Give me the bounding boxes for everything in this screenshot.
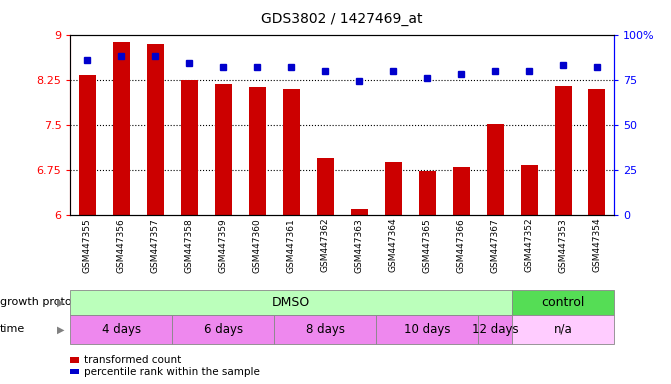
Bar	[249, 87, 266, 215]
Bar	[384, 162, 402, 215]
Bar	[215, 84, 231, 215]
Bar	[181, 80, 198, 215]
Text: growth protocol: growth protocol	[0, 297, 88, 308]
Bar	[79, 76, 96, 215]
Text: 10 days: 10 days	[404, 323, 450, 336]
Bar	[486, 124, 503, 215]
Text: 6 days: 6 days	[204, 323, 243, 336]
Bar	[317, 158, 333, 215]
Text: DMSO: DMSO	[272, 296, 311, 309]
Bar	[282, 89, 300, 215]
Text: 8 days: 8 days	[306, 323, 345, 336]
Bar	[521, 164, 537, 215]
Bar	[147, 44, 164, 215]
Bar	[419, 170, 435, 215]
Text: percentile rank within the sample: percentile rank within the sample	[84, 366, 260, 377]
Bar	[351, 209, 368, 215]
Text: ▶: ▶	[56, 297, 64, 308]
Bar	[554, 86, 572, 215]
Text: 12 days: 12 days	[472, 323, 519, 336]
Text: ▶: ▶	[56, 324, 64, 334]
Bar	[113, 42, 130, 215]
Bar	[588, 89, 605, 215]
Text: control: control	[541, 296, 584, 309]
Text: n/a: n/a	[554, 323, 572, 336]
Text: transformed count: transformed count	[84, 355, 181, 365]
Text: time: time	[0, 324, 25, 334]
Bar	[453, 167, 470, 215]
Text: GDS3802 / 1427469_at: GDS3802 / 1427469_at	[262, 12, 423, 25]
Text: 4 days: 4 days	[102, 323, 141, 336]
